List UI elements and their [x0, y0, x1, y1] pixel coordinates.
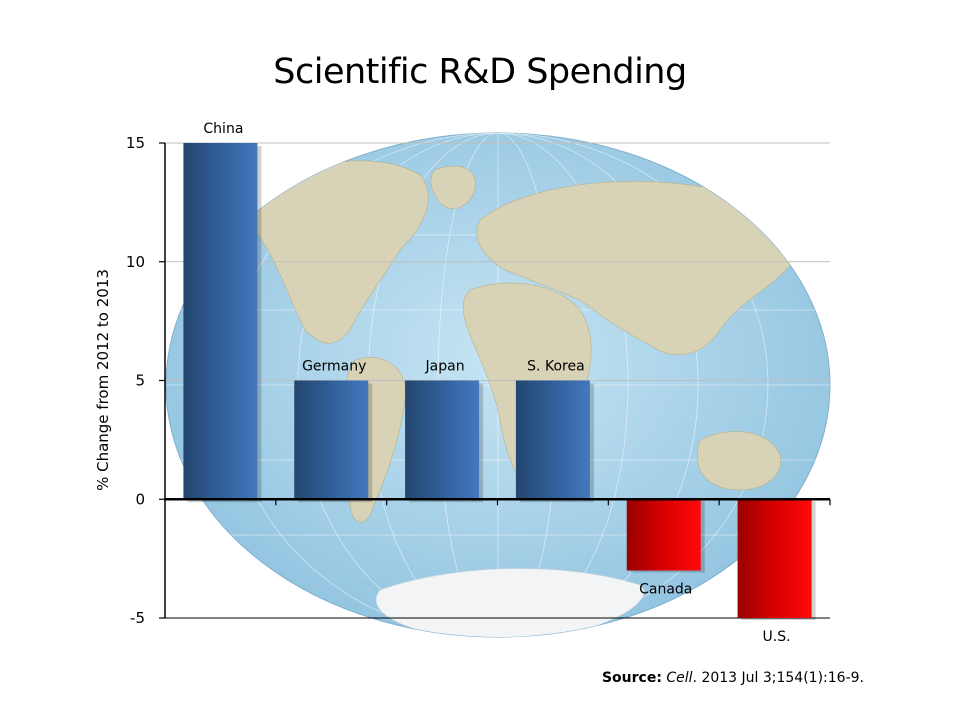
bar-u-s: [737, 499, 812, 618]
labels: 15 10 5 0 -5 China Germany Japan S. Korea Canada U…: [126, 121, 791, 645]
bar-germany: [294, 380, 369, 500]
category-label: Canada: [639, 582, 692, 598]
y-tick-label: -5: [130, 609, 145, 627]
source-citation: Source: Cell. 2013 Jul 3;154(1):16-9.: [602, 670, 864, 686]
source-details: . 2013 Jul 3;154(1):16-9.: [692, 670, 864, 686]
gridlines: [165, 142, 830, 619]
bar-china: [183, 143, 258, 500]
axes: [159, 142, 831, 619]
source-label: Source:: [601, 670, 662, 686]
y-axis-title: % Change from 2012 to 2013: [94, 269, 112, 491]
category-label: Germany: [302, 359, 366, 375]
bars: [183, 143, 816, 620]
category-label: China: [203, 121, 243, 137]
y-tick-label: 5: [135, 372, 145, 390]
bar-japan: [405, 380, 480, 500]
slide-title: Scientific R&D Spending: [273, 52, 687, 92]
category-label: Japan: [425, 359, 465, 375]
bar-s-korea: [515, 380, 590, 500]
y-tick-label: 10: [126, 253, 145, 271]
y-tick-label: 0: [135, 490, 145, 508]
category-label: S. Korea: [527, 359, 584, 375]
category-label: U.S.: [763, 629, 791, 645]
source-journal: Cell: [666, 670, 693, 686]
y-tick-label: 15: [126, 134, 145, 152]
bar-canada: [626, 499, 701, 571]
